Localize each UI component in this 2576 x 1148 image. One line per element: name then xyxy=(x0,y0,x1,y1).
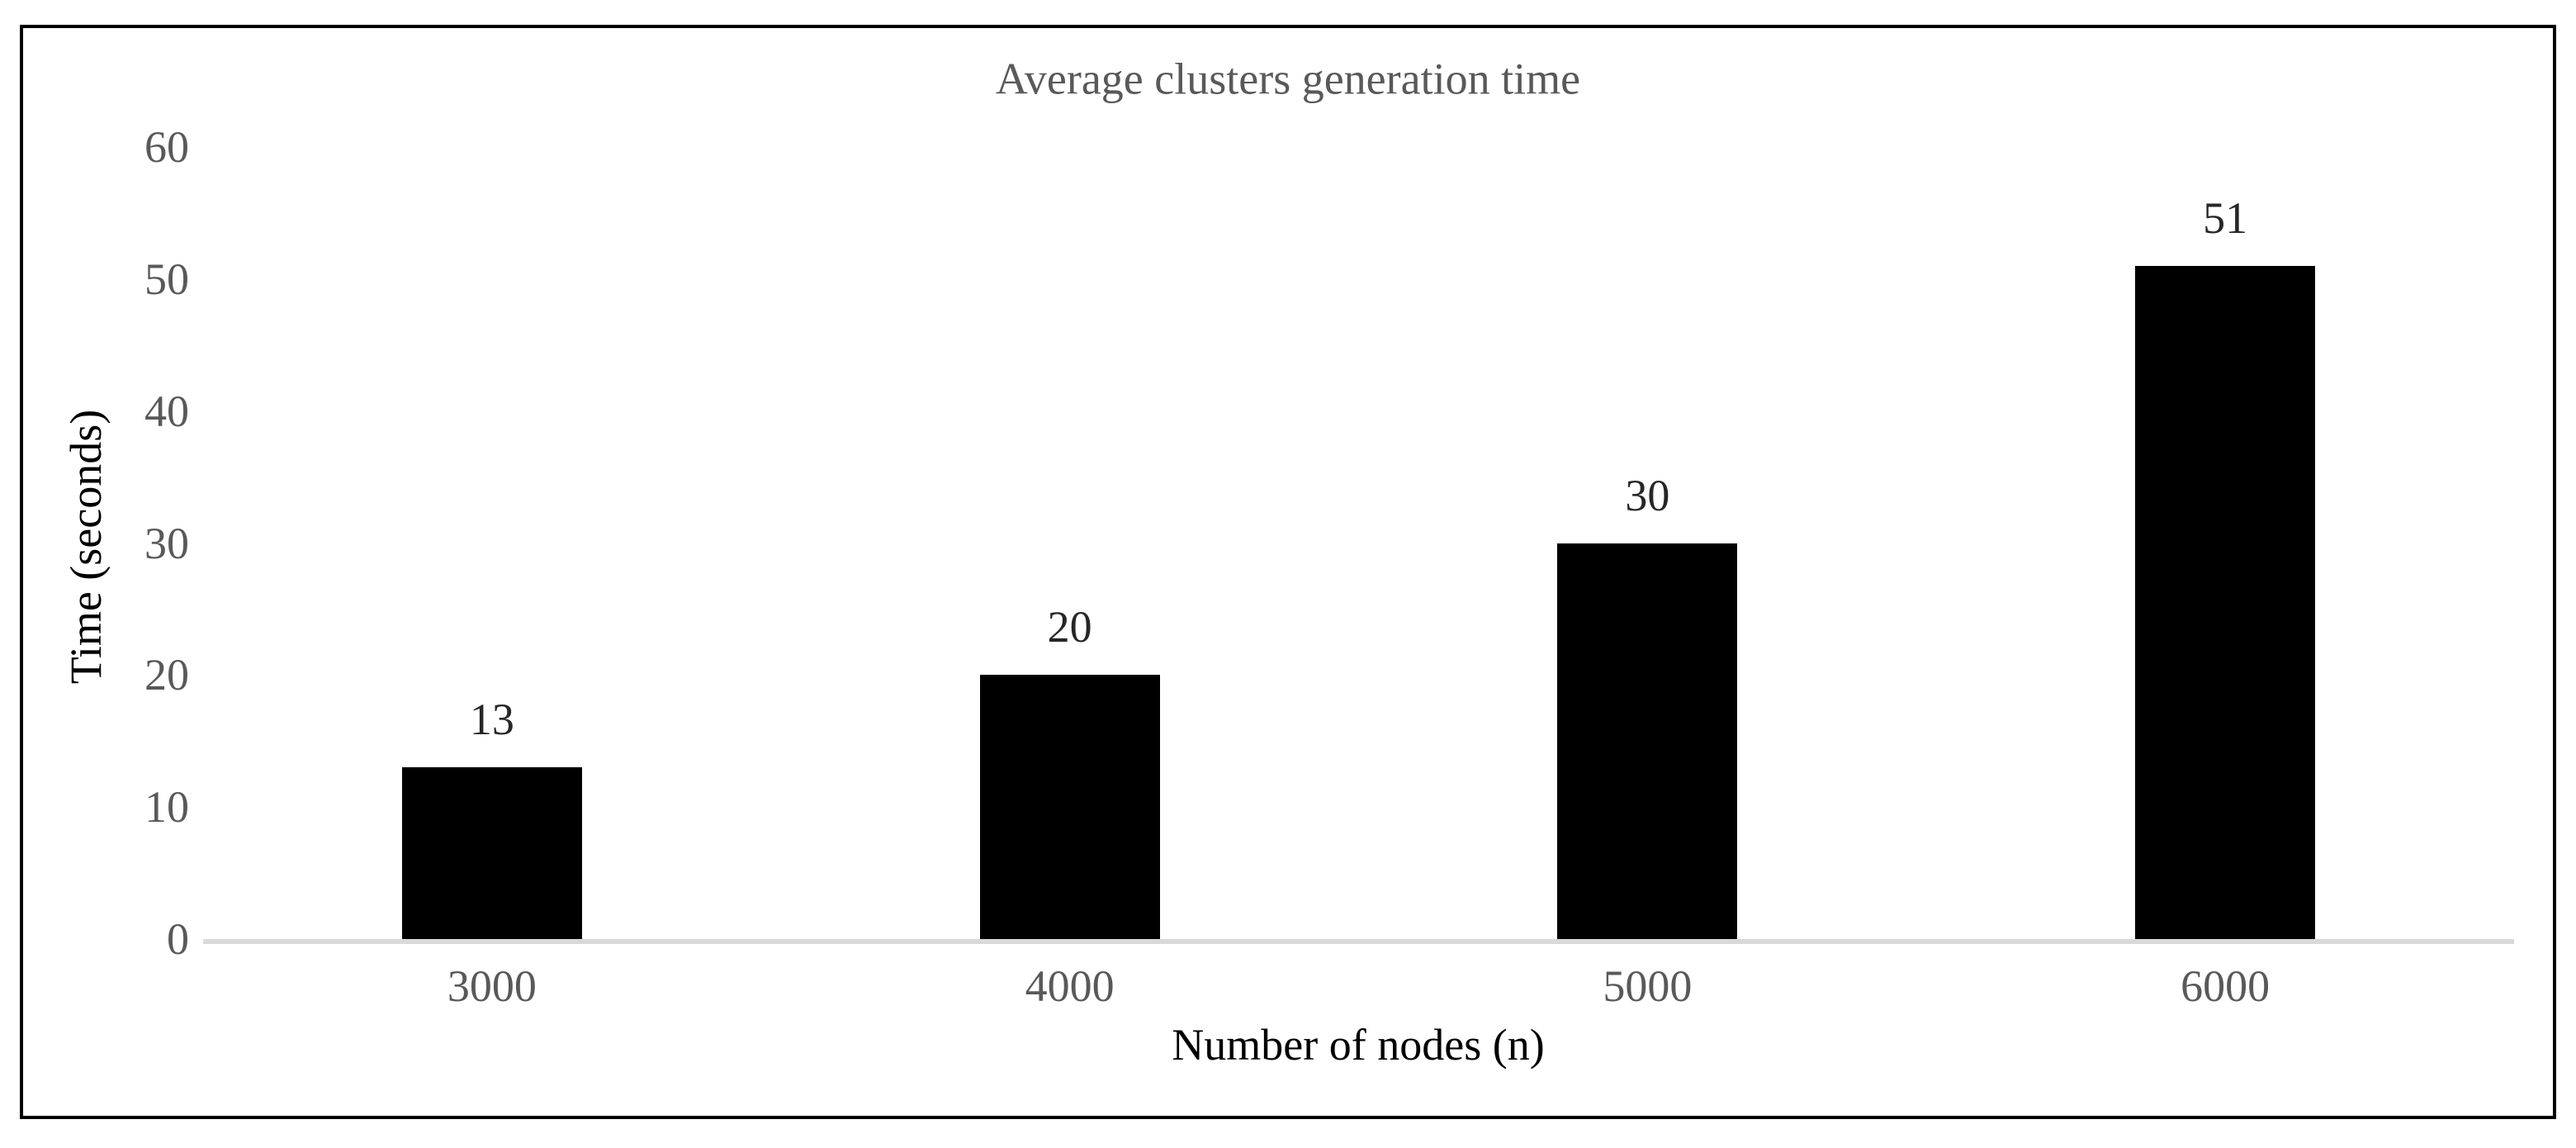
y-tick-label-40: 40 xyxy=(144,386,189,436)
bar-value-label-6000: 51 xyxy=(2203,193,2248,243)
bar-4000 xyxy=(979,675,1160,939)
y-tick-label-20: 20 xyxy=(144,650,189,700)
chart-title: Average clusters generation time xyxy=(995,54,1581,104)
bar-value-label-3000: 13 xyxy=(469,695,514,744)
x-axis-title: Number of nodes (n) xyxy=(1172,1020,1545,1070)
bar-value-label-4000: 20 xyxy=(1047,602,1092,652)
x-tick-label-5000: 5000 xyxy=(1603,961,1693,1011)
x-axis-line xyxy=(203,939,2514,944)
bar-5000 xyxy=(1557,543,1738,939)
y-tick-label-10: 10 xyxy=(144,782,189,833)
x-tick-label-4000: 4000 xyxy=(1025,961,1115,1011)
bar-6000 xyxy=(2135,266,2316,939)
chart-frame: Average clusters generation time Time (s… xyxy=(20,25,2556,1119)
y-tick-label-60: 60 xyxy=(144,122,189,173)
x-tick-label-6000: 6000 xyxy=(2181,961,2271,1011)
x-tick-label-3000: 3000 xyxy=(447,961,537,1011)
bar-value-label-5000: 30 xyxy=(1625,471,1670,520)
bar-3000 xyxy=(401,767,582,939)
y-tick-label-0: 0 xyxy=(167,914,189,964)
y-tick-label-30: 30 xyxy=(144,518,189,568)
y-tick-label-50: 50 xyxy=(144,254,189,304)
